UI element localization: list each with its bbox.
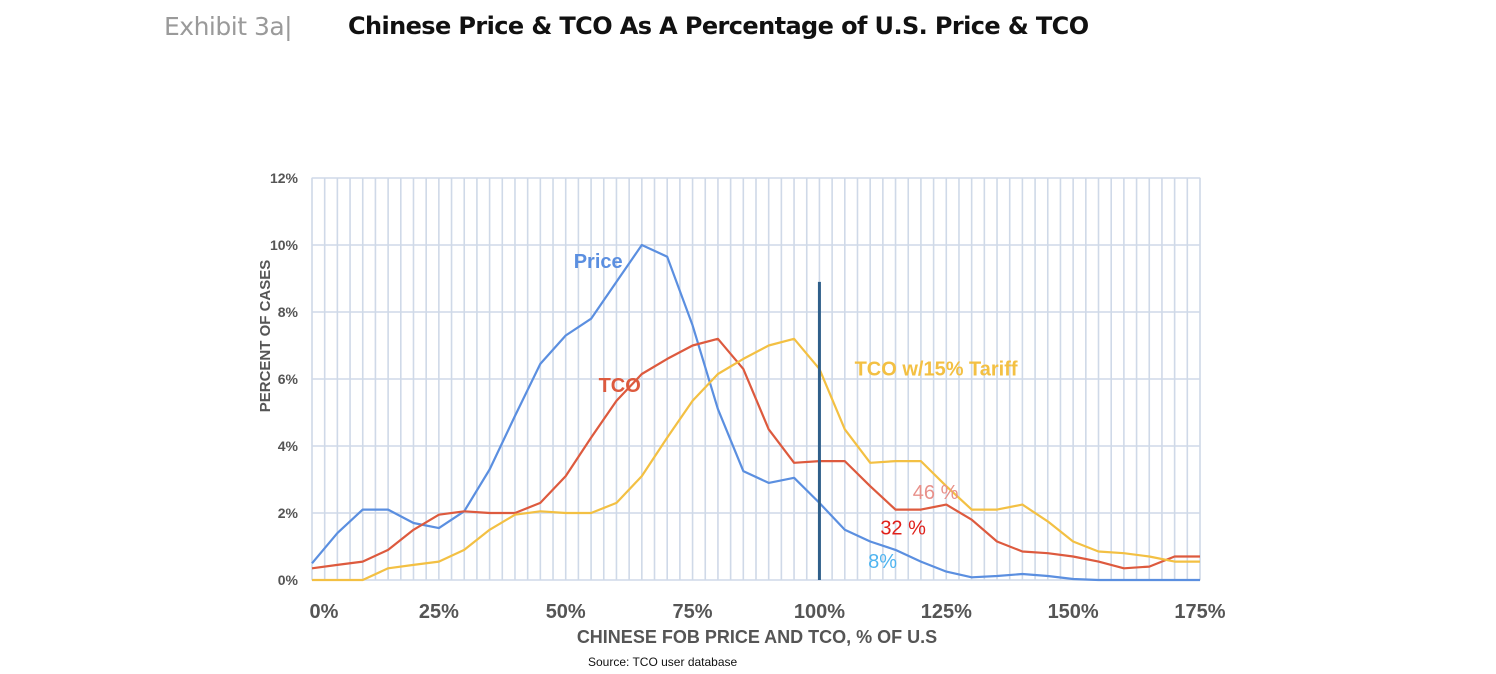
x-tick-label: 50%	[546, 601, 586, 623]
annotation-46-percent: 46 %	[913, 482, 959, 504]
exhibit-label: Exhibit 3a|	[164, 12, 293, 41]
x-tick-label: 175%	[1174, 601, 1225, 623]
tco-series-label: TCO	[599, 375, 641, 397]
y-tick-label: 6%	[278, 371, 299, 387]
price-line	[311, 243, 1200, 582]
x-tick-label: 25%	[419, 601, 459, 623]
price-series-label: Price	[574, 251, 623, 273]
y-tick-label: 12%	[270, 170, 299, 186]
y-axis-ticks: 0% 2% 4% 6% 8% 10% 12%	[270, 170, 299, 588]
annotations: Price TCO TCO w/15% Tariff 46 % 32 % 8%	[574, 251, 1018, 573]
tco-line	[311, 337, 1200, 570]
x-tick-label: 100%	[794, 601, 845, 623]
series-lines	[311, 243, 1200, 582]
grid	[311, 177, 1201, 581]
tco-tariff-line	[312, 337, 1200, 582]
source-note: Source: TCO user database	[588, 655, 738, 669]
x-tick-label: 125%	[921, 601, 972, 623]
x-axis-label: CHINESE FOB PRICE AND TCO, % OF U.S	[577, 627, 937, 647]
y-tick-label: 0%	[278, 572, 299, 588]
y-axis-label: PERCENT OF CASES	[257, 260, 274, 413]
tco-tariff-series-label: TCO w/15% Tariff	[855, 358, 1018, 380]
annotation-32-percent: 32 %	[880, 517, 926, 539]
y-tick-label: 4%	[278, 438, 299, 454]
chart-title: Chinese Price & TCO As A Percentage of U…	[348, 12, 1089, 40]
y-tick-label: 10%	[270, 237, 299, 253]
y-tick-label: 8%	[278, 304, 299, 320]
x-tick-label: 150%	[1048, 601, 1099, 623]
x-tick-label: 0%	[310, 601, 339, 623]
x-tick-label: 75%	[673, 601, 713, 623]
annotation-8-percent: 8%	[868, 551, 897, 573]
x-axis-ticks: 0% 25% 50% 75% 100% 125% 150% 175%	[310, 601, 1226, 623]
y-tick-label: 2%	[278, 505, 299, 521]
